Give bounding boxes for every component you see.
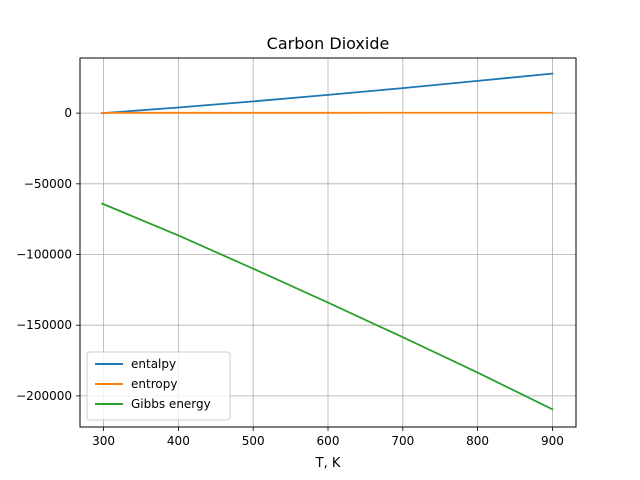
x-tick-label: 700 xyxy=(391,434,414,448)
legend: entalpy entropy Gibbs energy xyxy=(86,351,231,421)
chart-title: Carbon Dioxide xyxy=(267,34,390,53)
legend-label: entalpy xyxy=(131,357,176,371)
series-layer xyxy=(101,72,554,411)
x-tick-label: 400 xyxy=(167,434,190,448)
x-tick-label: 500 xyxy=(242,434,265,448)
legend-label: entropy xyxy=(131,377,177,391)
x-axis: 300 400 500 600 700 800 900 xyxy=(92,427,564,448)
x-tick-label: 900 xyxy=(541,434,564,448)
x-tick-label: 800 xyxy=(466,434,489,448)
series-line-0 xyxy=(101,72,554,115)
x-tick-label: 600 xyxy=(317,434,340,448)
x-axis-label: T, K xyxy=(315,456,341,471)
legend-label: Gibbs energy xyxy=(131,397,211,411)
y-tick-label: −200000 xyxy=(16,389,72,403)
y-axis: 0 −50000 −100000 −150000 −200000 xyxy=(16,106,80,403)
y-tick-label: 0 xyxy=(64,106,72,120)
y-tick-label: −50000 xyxy=(24,177,72,191)
y-tick-label: −100000 xyxy=(16,248,72,262)
series-line-2 xyxy=(101,202,554,411)
y-tick-label: −150000 xyxy=(16,318,72,332)
x-tick-label: 300 xyxy=(92,434,115,448)
